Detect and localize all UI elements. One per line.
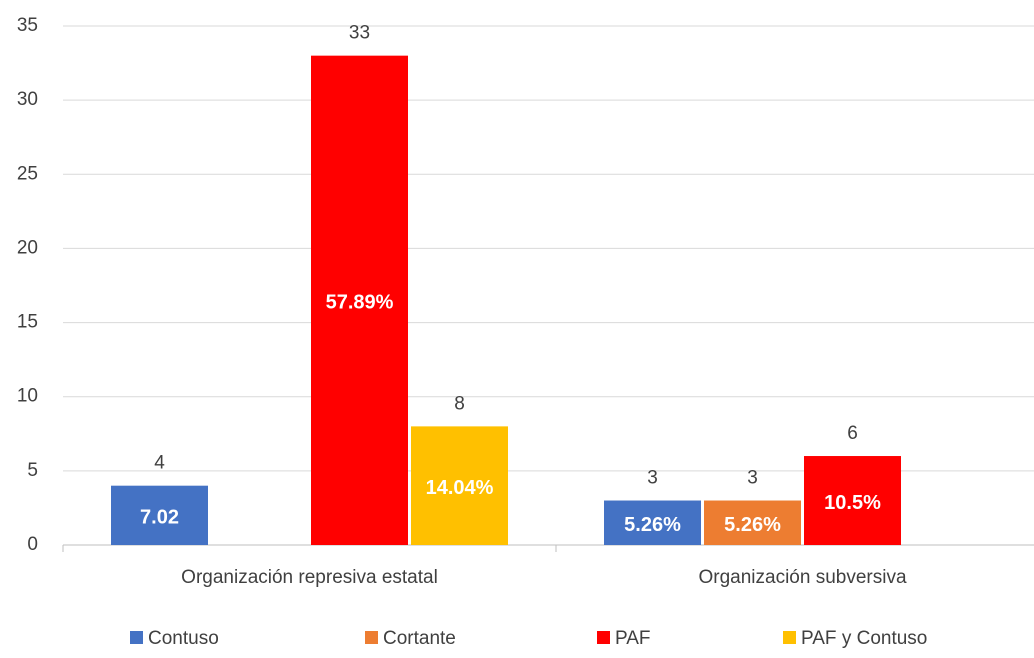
value-label: 33 [349,23,370,44]
legend-swatch [783,631,796,644]
legend-label: PAF y Contuso [801,628,927,649]
y-tick-label: 25 [17,163,38,184]
legend-label: Contuso [148,628,219,649]
value-label: 3 [647,468,658,489]
bar [411,426,508,545]
y-tick-label: 0 [27,534,38,555]
value-label: 8 [454,393,465,414]
y-tick-label: 35 [17,15,38,36]
bar [311,55,408,546]
legend-label: PAF [615,628,651,649]
inner-label: 57.89% [326,292,394,314]
bar [111,485,208,545]
y-tick-label: 5 [27,460,38,481]
y-tick-label: 20 [17,237,38,258]
y-tick-label: 30 [17,89,38,110]
legend-swatch [365,631,378,644]
legend-swatch [130,631,143,644]
value-label: 3 [747,468,758,489]
bar [804,456,901,545]
inner-label: 5.26% [724,514,781,536]
y-tick-label: 15 [17,312,38,333]
bar [704,500,801,545]
legend-swatch [597,631,610,644]
bar [604,500,701,545]
x-tick-label: Organización subversiva [698,567,906,588]
inner-label: 7.02 [140,507,179,529]
x-tick-label: Organización represiva estatal [181,567,438,588]
inner-label: 5.26% [624,514,681,536]
legend-label: Cortante [383,628,456,649]
inner-label: 14.04% [426,477,494,499]
value-label: 6 [847,423,858,444]
inner-label: 10.5% [824,492,881,514]
y-tick-label: 10 [17,386,38,407]
value-label: 4 [154,453,165,474]
